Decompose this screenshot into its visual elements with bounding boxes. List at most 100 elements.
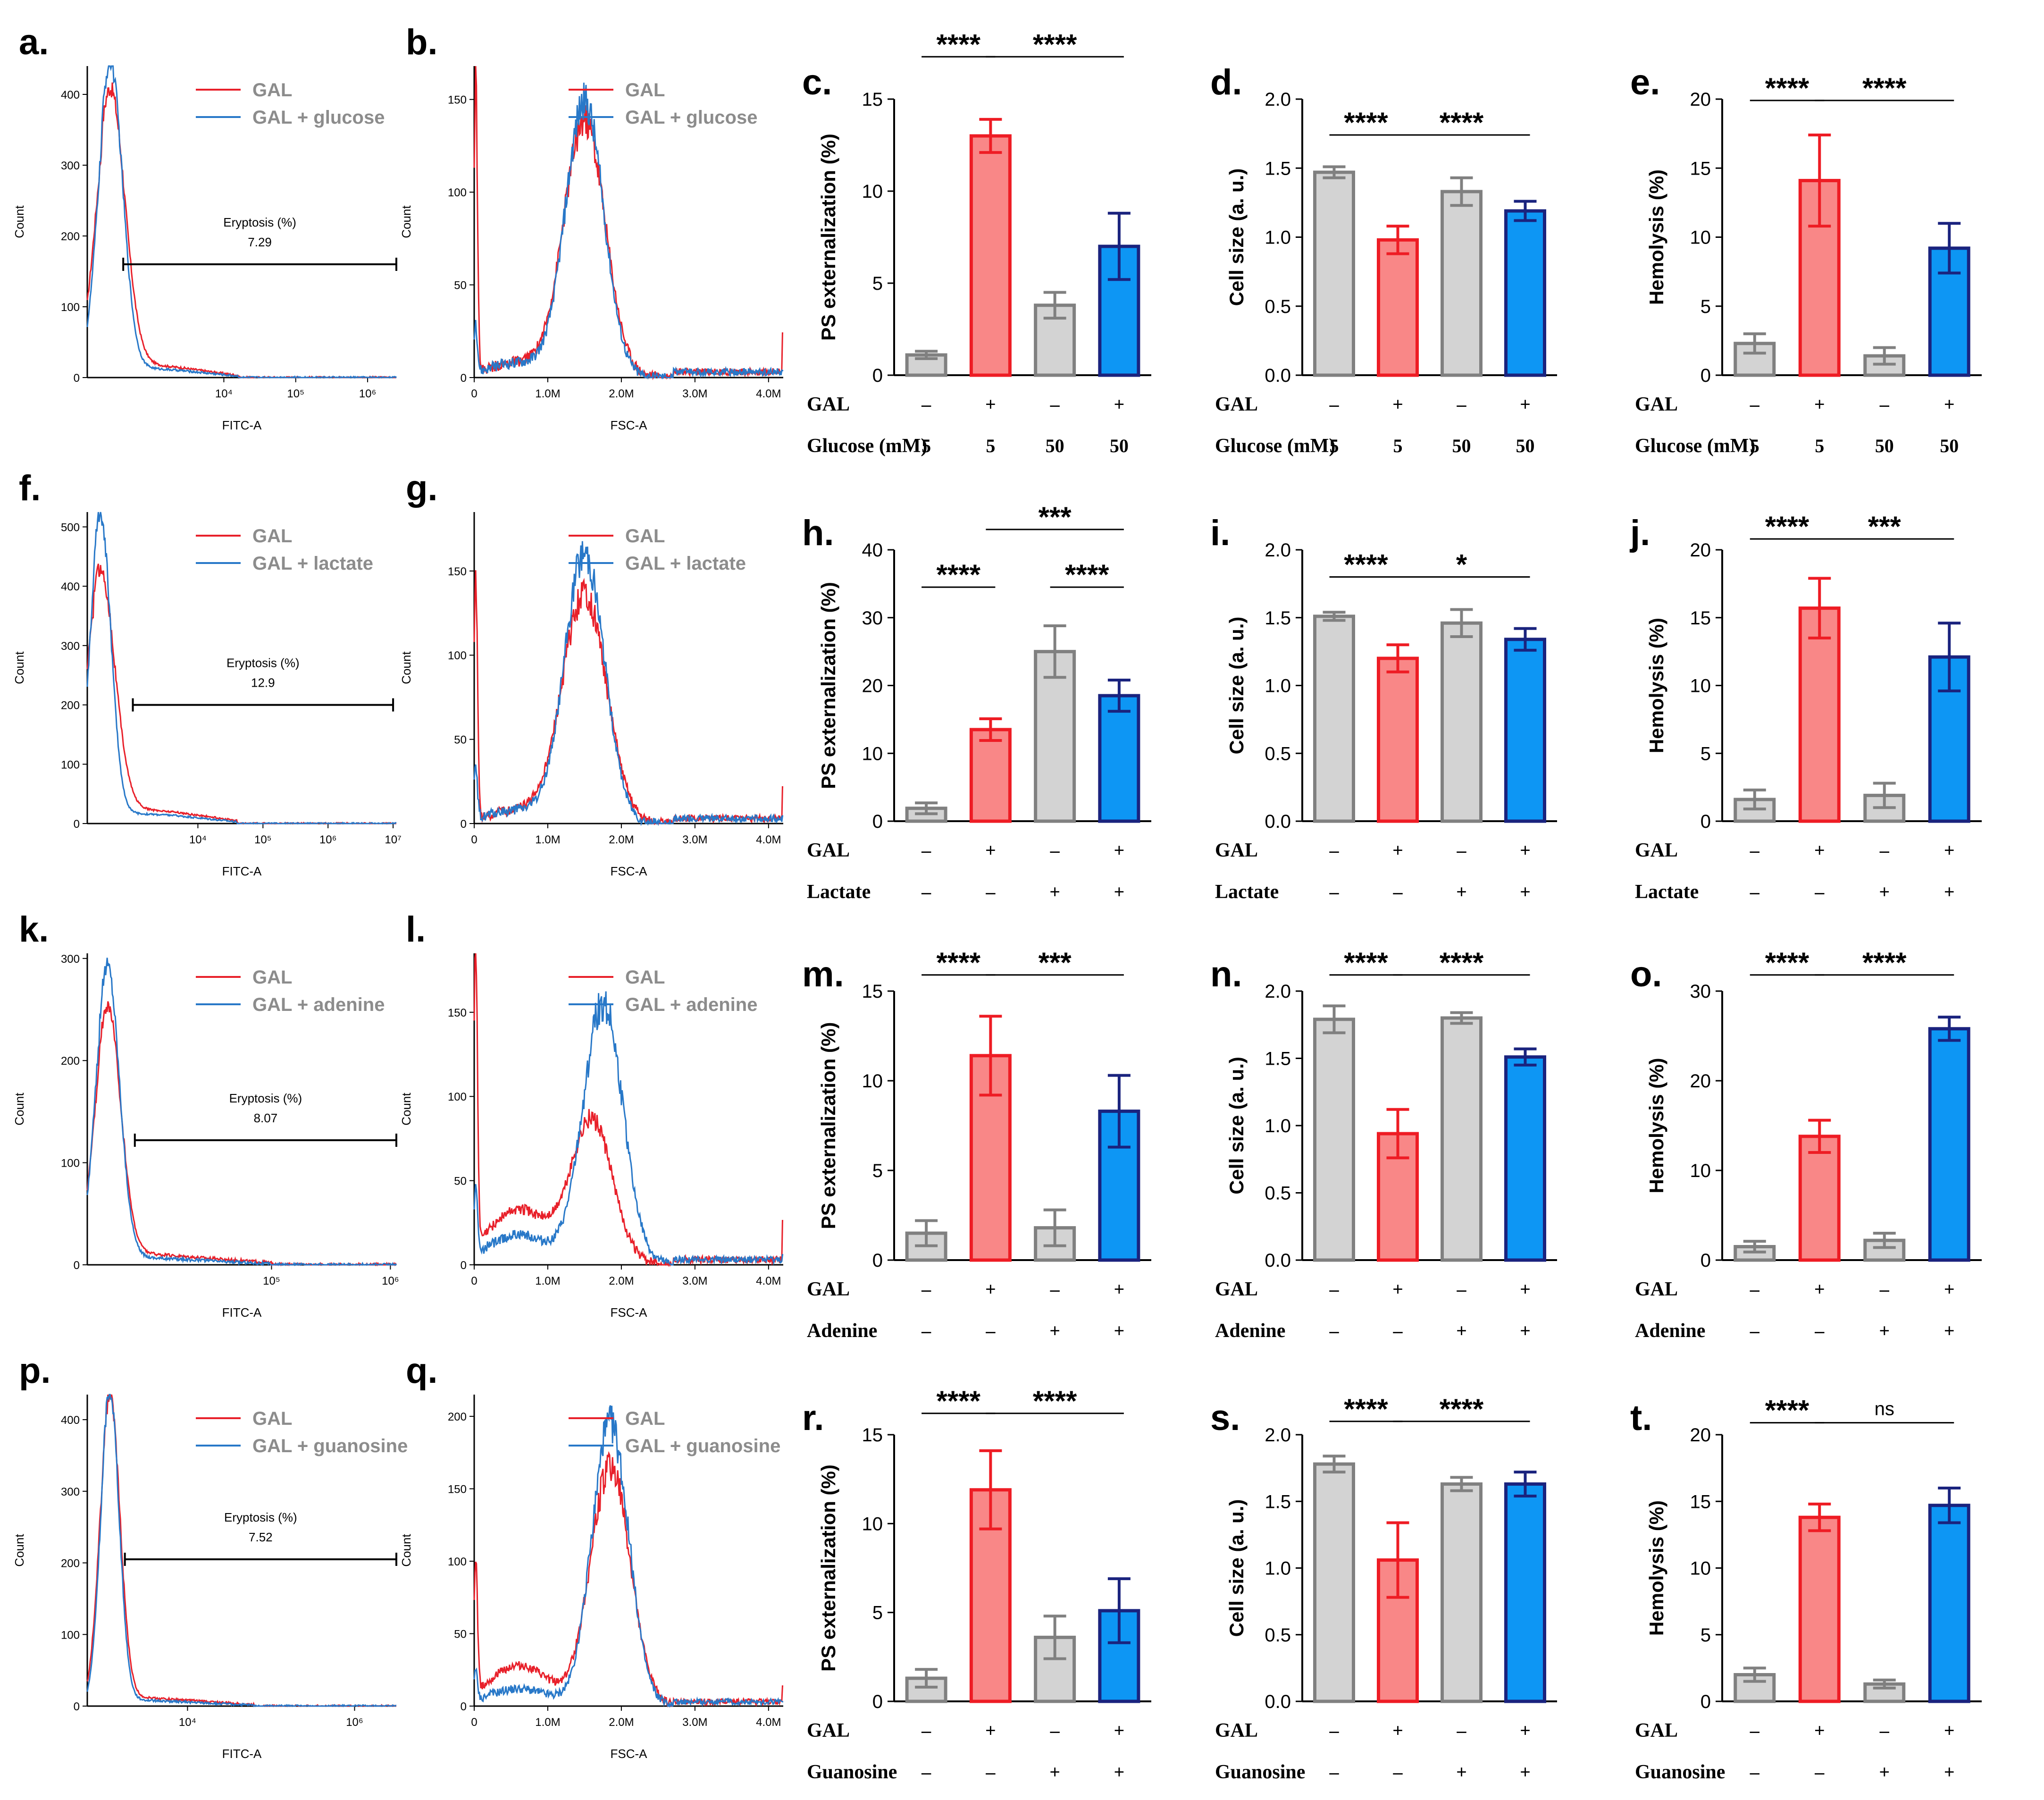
factor-value: 50 (1875, 435, 1894, 456)
factor-value: – (985, 881, 996, 902)
factor-value: – (1750, 840, 1760, 861)
x-tick-label: 2.0M (609, 1716, 634, 1729)
bar (1504, 638, 1546, 823)
y-tick-label: 500 (61, 521, 80, 534)
y-tick-label: 0 (872, 1691, 883, 1712)
significance-label: **** (1033, 1385, 1077, 1417)
panel-b: b. 0 50 100 150 0 1.0M 2.0M 3.0M 4.0M FSC-A Count GA… (399, 22, 783, 432)
significance-label: **** (937, 947, 981, 978)
panel-c: c. 0 5 10 15 PS externalization (%) **** **** GA… (802, 28, 1151, 457)
factor-value: + (985, 394, 996, 415)
factor-value: + (1456, 881, 1467, 902)
y-axis-label: Count (399, 1534, 413, 1567)
panel-l: l. 0 50 100 150 0 1.0M 2.0M 3.0M 4.0M FSC-A Count GA… (399, 909, 783, 1320)
gate-label: Eryptosis (%) (224, 1510, 297, 1524)
y-tick-label: 10 (862, 743, 883, 764)
factor-value: + (1944, 394, 1955, 415)
y-tick-label: 0 (74, 1259, 80, 1272)
factor-value: + (1944, 881, 1955, 902)
significance-label: * (1456, 549, 1467, 580)
y-tick-label: 50 (454, 734, 467, 747)
bar (1504, 1482, 1546, 1703)
factor-label: Lactate (1635, 881, 1699, 903)
legend-entry: GAL + adenine (252, 994, 385, 1015)
panel-n: n. 0.0 0.5 1.0 1.5 2.0 Cell size (a. u.) **** **… (1210, 947, 1557, 1342)
factor-label: Adenine (807, 1320, 877, 1342)
y-tick-label: 20 (1690, 1425, 1711, 1446)
factor-value: + (1944, 1320, 1955, 1341)
y-tick-label: 100 (61, 1157, 80, 1170)
factor-value: + (1114, 1720, 1124, 1741)
factor-value: + (1520, 1720, 1531, 1741)
y-tick-label: 1.0 (1265, 227, 1291, 248)
panel-label: d. (1210, 62, 1242, 102)
factor-value: – (1457, 394, 1467, 415)
y-tick-label: 10 (862, 181, 883, 202)
x-tick-label: 4.0M (756, 1275, 781, 1287)
series-line-combo (86, 958, 397, 1267)
panel-label: b. (406, 22, 438, 62)
panel-label: r. (802, 1398, 824, 1438)
bar (1098, 694, 1140, 823)
bar (1313, 170, 1355, 377)
significance-label: **** (1344, 947, 1388, 978)
factor-value: – (1329, 1320, 1340, 1341)
factor-value: – (1750, 881, 1760, 902)
y-tick-label: 30 (1690, 981, 1711, 1002)
y-tick-label: 100 (61, 301, 80, 314)
factor-value: + (985, 1279, 996, 1300)
factor-value: 50 (1110, 435, 1129, 456)
factor-value: + (1814, 394, 1825, 415)
factor-value: 5 (1815, 435, 1824, 456)
panel-g: g. 0 50 100 150 0 1.0M 2.0M 3.0M 4.0M FSC-A Count GA… (399, 468, 783, 878)
panel-label: j. (1629, 513, 1650, 553)
significance-label: **** (1344, 107, 1388, 138)
y-axis-label: Count (12, 205, 26, 238)
factor-label: GAL (1215, 1720, 1258, 1741)
factor-value: + (1114, 1320, 1124, 1341)
factor-label: GAL (1635, 1720, 1678, 1741)
factor-label: Guanosine (807, 1761, 897, 1783)
factor-value: – (1329, 840, 1340, 861)
y-tick-label: 5 (872, 1603, 883, 1623)
factor-label: Glucose (mM) (807, 435, 927, 457)
x-tick-label: 10⁴ (215, 387, 233, 400)
significance-label: **** (1344, 1393, 1388, 1425)
factor-value: – (1879, 1720, 1890, 1741)
factor-value: + (1814, 1720, 1825, 1741)
y-tick-label: 2.0 (1265, 981, 1291, 1002)
series-line-gal (86, 1001, 397, 1267)
significance-label: **** (1765, 72, 1809, 104)
y-axis-label: PS externalization (%) (817, 1464, 839, 1672)
x-tick-label: 10⁶ (382, 1275, 399, 1287)
factor-value: – (1050, 840, 1060, 861)
series-line-combo (86, 1394, 397, 1707)
factor-value: – (1750, 1761, 1760, 1783)
x-tick-label: 0 (471, 1275, 477, 1287)
y-tick-label: 150 (448, 565, 467, 578)
significance-label: **** (1765, 947, 1809, 978)
y-tick-label: 15 (862, 1425, 883, 1446)
x-axis-label: FSC-A (611, 864, 648, 878)
y-tick-label: 100 (448, 1556, 467, 1568)
factor-value: + (1049, 1320, 1060, 1341)
y-tick-label: 0.0 (1265, 1250, 1291, 1271)
x-tick-label: 2.0M (609, 1275, 634, 1287)
series-line-gal (473, 570, 783, 825)
factor-value: – (1050, 1279, 1060, 1300)
factor-label: Guanosine (1215, 1761, 1305, 1783)
y-tick-label: 10 (862, 1071, 883, 1092)
x-tick-label: 10⁵ (263, 1275, 280, 1287)
factor-label: GAL (1635, 394, 1678, 415)
y-tick-label: 0 (461, 818, 467, 831)
bar (1504, 209, 1546, 377)
gate-value: 7.52 (249, 1530, 273, 1544)
significance-label: **** (1033, 28, 1077, 60)
y-tick-label: 1.0 (1265, 676, 1291, 697)
bar (1798, 1135, 1841, 1262)
factor-value: + (1049, 881, 1060, 902)
x-tick-label: 10⁴ (179, 1716, 196, 1729)
factor-value: 50 (1516, 435, 1535, 456)
bar (1313, 614, 1355, 823)
gate-value: 8.07 (254, 1111, 278, 1125)
